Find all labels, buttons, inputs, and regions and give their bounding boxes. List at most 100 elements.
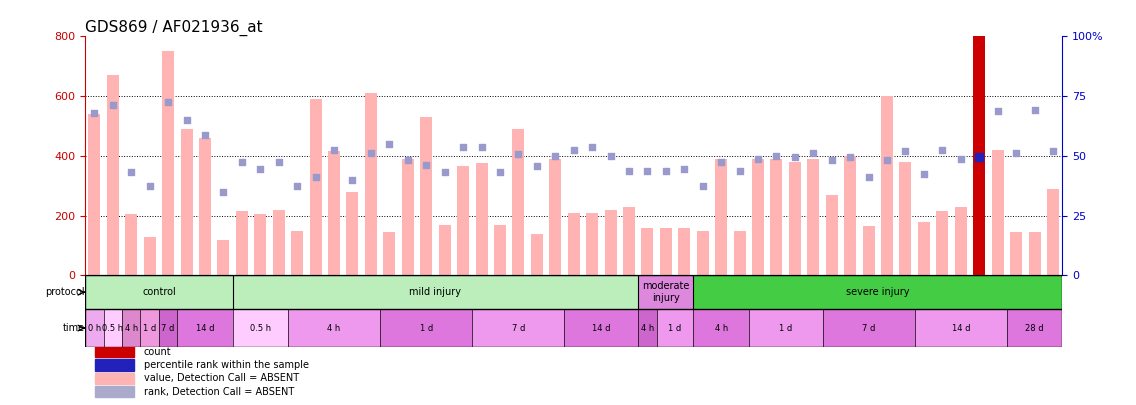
- Point: [694, 183, 712, 189]
- Text: 28 d: 28 d: [1025, 324, 1044, 333]
- Point: [343, 177, 361, 183]
- Bar: [826, 195, 837, 275]
- Text: 1 d: 1 d: [419, 324, 433, 333]
- Bar: [473, 309, 565, 347]
- Bar: [438, 225, 451, 275]
- Point: [289, 183, 307, 189]
- Bar: [89, 114, 100, 275]
- Bar: [144, 237, 156, 275]
- Bar: [914, 309, 1006, 347]
- Text: 7 d: 7 d: [161, 324, 175, 333]
- Point: [362, 150, 381, 156]
- Point: [381, 141, 399, 147]
- Point: [1006, 150, 1025, 156]
- Point: [804, 150, 822, 156]
- Bar: [273, 210, 285, 275]
- Point: [952, 156, 970, 162]
- Point: [730, 168, 749, 174]
- Text: 14 d: 14 d: [195, 324, 215, 333]
- Bar: [992, 150, 1003, 275]
- Bar: [568, 213, 579, 275]
- Text: moderate
injury: moderate injury: [642, 281, 690, 303]
- Bar: [586, 213, 599, 275]
- Text: severe injury: severe injury: [846, 287, 910, 297]
- Bar: [233, 275, 638, 309]
- Bar: [918, 222, 930, 275]
- Text: protocol: protocol: [45, 287, 85, 297]
- Bar: [693, 275, 1062, 309]
- Text: control: control: [142, 287, 176, 297]
- Text: time: time: [62, 323, 85, 333]
- Bar: [900, 162, 911, 275]
- Bar: [749, 309, 822, 347]
- Point: [914, 171, 933, 177]
- Bar: [476, 164, 487, 275]
- Point: [546, 153, 565, 159]
- Point: [159, 99, 177, 105]
- Point: [712, 159, 730, 165]
- Text: percentile rank within the sample: percentile rank within the sample: [144, 360, 309, 370]
- Point: [454, 144, 473, 150]
- Point: [195, 132, 214, 138]
- Bar: [1006, 309, 1062, 347]
- Bar: [638, 309, 657, 347]
- Text: 4 h: 4 h: [641, 324, 654, 333]
- Text: 14 d: 14 d: [592, 324, 610, 333]
- Text: 0.5 h: 0.5 h: [102, 324, 124, 333]
- Point: [786, 154, 804, 161]
- Point: [141, 183, 159, 189]
- Point: [177, 117, 195, 124]
- Bar: [95, 386, 134, 397]
- Point: [565, 147, 583, 153]
- Bar: [770, 159, 783, 275]
- Bar: [103, 309, 122, 347]
- Text: 7 d: 7 d: [511, 324, 525, 333]
- Point: [988, 108, 1006, 114]
- Bar: [122, 309, 141, 347]
- Bar: [494, 225, 506, 275]
- Text: 0 h: 0 h: [87, 324, 101, 333]
- Bar: [402, 159, 414, 275]
- Point: [215, 189, 233, 195]
- Text: rank, Detection Call = ABSENT: rank, Detection Call = ABSENT: [144, 387, 294, 397]
- Point: [749, 156, 767, 162]
- Point: [970, 154, 988, 161]
- Bar: [287, 309, 381, 347]
- Bar: [862, 226, 875, 275]
- Bar: [954, 207, 967, 275]
- Bar: [365, 93, 377, 275]
- Point: [767, 153, 785, 159]
- Bar: [752, 159, 765, 275]
- Text: GDS869 / AF021936_at: GDS869 / AF021936_at: [85, 20, 262, 36]
- Text: 1 d: 1 d: [668, 324, 682, 333]
- Point: [325, 147, 343, 153]
- Bar: [85, 309, 103, 347]
- Text: count: count: [144, 347, 172, 357]
- Bar: [716, 159, 727, 275]
- Bar: [678, 228, 691, 275]
- Point: [307, 174, 325, 180]
- Bar: [660, 228, 671, 275]
- Bar: [974, 36, 985, 275]
- Point: [601, 153, 619, 159]
- Point: [638, 168, 657, 174]
- Text: 0.5 h: 0.5 h: [250, 324, 270, 333]
- Bar: [638, 275, 693, 309]
- Bar: [788, 162, 801, 275]
- Bar: [217, 240, 229, 275]
- Bar: [822, 309, 914, 347]
- Bar: [346, 192, 359, 275]
- Bar: [159, 309, 177, 347]
- Point: [399, 157, 417, 164]
- Bar: [381, 309, 473, 347]
- Bar: [1010, 232, 1022, 275]
- Point: [822, 157, 841, 164]
- Bar: [1047, 189, 1059, 275]
- Text: 4 h: 4 h: [125, 324, 137, 333]
- Point: [1044, 148, 1062, 155]
- Bar: [95, 373, 134, 384]
- Bar: [383, 232, 395, 275]
- Point: [528, 163, 546, 170]
- Bar: [141, 309, 159, 347]
- Point: [675, 166, 693, 173]
